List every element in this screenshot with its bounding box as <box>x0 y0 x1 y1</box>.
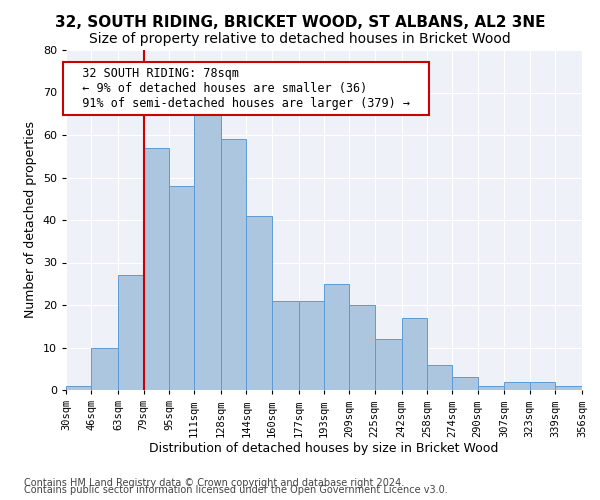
Bar <box>194 114 221 390</box>
Bar <box>452 378 478 390</box>
Text: 32 SOUTH RIDING: 78sqm  
  ← 9% of detached houses are smaller (36)  
  91% of s: 32 SOUTH RIDING: 78sqm ← 9% of detached … <box>68 67 424 110</box>
Text: Size of property relative to detached houses in Bricket Wood: Size of property relative to detached ho… <box>89 32 511 46</box>
Bar <box>91 348 118 390</box>
Text: 32, SOUTH RIDING, BRICKET WOOD, ST ALBANS, AL2 3NE: 32, SOUTH RIDING, BRICKET WOOD, ST ALBAN… <box>55 15 545 30</box>
Bar <box>324 284 349 390</box>
Bar <box>505 382 530 390</box>
Bar <box>66 386 91 390</box>
Bar <box>530 382 555 390</box>
Text: Contains HM Land Registry data © Crown copyright and database right 2024.: Contains HM Land Registry data © Crown c… <box>24 478 404 488</box>
Bar <box>401 318 427 390</box>
Bar <box>555 386 582 390</box>
Text: Contains public sector information licensed under the Open Government Licence v3: Contains public sector information licen… <box>24 485 448 495</box>
Bar <box>299 300 324 390</box>
Y-axis label: Number of detached properties: Number of detached properties <box>24 122 37 318</box>
Bar <box>272 300 299 390</box>
Bar <box>143 148 169 390</box>
Bar <box>169 186 194 390</box>
Bar <box>247 216 272 390</box>
Bar <box>427 364 452 390</box>
Bar <box>349 305 374 390</box>
Bar <box>374 339 401 390</box>
X-axis label: Distribution of detached houses by size in Bricket Wood: Distribution of detached houses by size … <box>149 442 499 455</box>
Bar <box>118 275 143 390</box>
Bar <box>478 386 505 390</box>
Bar <box>221 139 247 390</box>
